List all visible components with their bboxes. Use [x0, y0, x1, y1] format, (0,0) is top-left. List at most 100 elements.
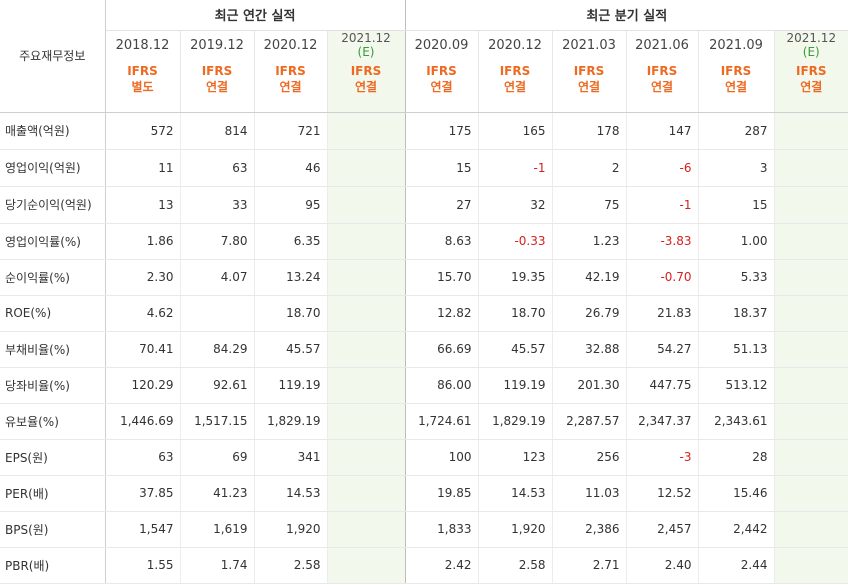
column-date: 2018.12 [104, 30, 180, 60]
basis-scope: 연결 [800, 80, 823, 94]
table-cell: -1 [477, 149, 552, 187]
basis-scope: 연결 [354, 80, 378, 94]
corner-label: 주요재무정보 [0, 0, 106, 113]
table-cell [326, 112, 405, 150]
table-cell: 175 [404, 112, 478, 150]
table-cell: 45.57 [253, 330, 327, 368]
table-cell: 69 [179, 438, 254, 476]
quarter-group-title: 최근 분기 실적 [404, 0, 848, 31]
table-cell: 165 [477, 112, 552, 150]
table-cell: 54.27 [625, 330, 698, 368]
table-cell: 75 [551, 186, 626, 224]
table-cell: 572 [104, 112, 180, 150]
table-cell: 42.19 [551, 259, 626, 296]
basis-standard: IFRS [720, 64, 752, 78]
column-date-text: 2021.06 [635, 37, 689, 53]
row-label: 부채비율(%) [0, 330, 106, 368]
table-row: ROE(%) 4.62 18.70 12.82 18.70 26.79 21.83 18.37 [0, 295, 848, 332]
table-cell: 86.00 [404, 367, 478, 404]
table-cell: 120.29 [104, 367, 180, 404]
table-cell: -0.70 [625, 259, 698, 296]
basis-standard: IFRS [499, 64, 531, 78]
table-cell [773, 547, 848, 584]
table-cell: 19.35 [477, 259, 552, 296]
column-date: 2021.06 [625, 30, 698, 60]
table-cell: 1,829.19 [253, 403, 327, 440]
table-cell: 201.30 [551, 367, 626, 404]
table-cell: 1,446.69 [104, 403, 180, 440]
table-cell: 341 [253, 438, 327, 476]
table-cell: 2.58 [477, 547, 552, 584]
table-cell: 19.85 [404, 475, 478, 512]
basis-scope: 연결 [577, 80, 601, 94]
table-row: 매출액(억원) 572 814 721 175 165 178 147 287 [0, 112, 848, 150]
column-date-text: 2021.12 [786, 31, 837, 46]
table-cell: 12.82 [404, 295, 478, 332]
column-date: 2019.12 [179, 30, 254, 60]
table-cell: 2,457 [625, 511, 698, 548]
table-cell: 119.19 [253, 367, 327, 404]
table-cell: 1,517.15 [179, 403, 254, 440]
table-cell [773, 149, 848, 187]
table-cell: 37.85 [104, 475, 180, 512]
column-date: 2021.12 (E) [773, 30, 848, 60]
table-cell: 18.70 [477, 295, 552, 332]
table-cell: 70.41 [104, 330, 180, 368]
table-cell: 2.58 [253, 547, 327, 584]
date-header-row: 2018.12 2019.12 2020.12 2021.12 (E) 2020.09 20… [0, 30, 848, 60]
annual-group-title: 최근 연간 실적 [105, 0, 405, 31]
table-cell [773, 475, 848, 512]
basis-scope: 연결 [205, 80, 229, 94]
column-basis: IFRS 연결 [773, 60, 848, 113]
table-cell [326, 475, 405, 512]
basis-header-row: IFRS 별도 IFRS 연결 IFRS 연결 IFRS 연결 IFRS 연결 IFRS 연결 IFRS… [0, 60, 848, 113]
table-cell [326, 222, 405, 260]
table-cell [326, 186, 405, 224]
column-basis: IFRS 연결 [625, 60, 698, 113]
row-label: BPS(원) [0, 511, 106, 548]
table-cell: 1,829.19 [477, 403, 552, 440]
column-date: 2020.12 [477, 30, 552, 60]
table-cell: 21.83 [625, 295, 698, 332]
row-label: 영업이익(억원) [0, 149, 106, 187]
table-cell: 32 [477, 186, 552, 224]
row-label: 매출액(억원) [0, 112, 106, 150]
row-label: 당좌비율(%) [0, 367, 106, 404]
table-cell: 28 [697, 438, 774, 476]
column-date: 2020.09 [404, 30, 478, 60]
table-cell: 15 [404, 149, 478, 187]
table-cell: 5.33 [697, 259, 774, 296]
table-cell: 63 [104, 438, 180, 476]
table-cell: 1,724.61 [404, 403, 478, 440]
table-cell [326, 438, 405, 476]
table-cell: 256 [551, 438, 626, 476]
row-label: 순이익률(%) [0, 259, 106, 296]
basis-standard: IFRS [127, 64, 158, 78]
table-cell: 1.55 [104, 547, 180, 584]
table-body: 매출액(억원) 572 814 721 175 165 178 147 287 영업이익(억원) 1… [0, 112, 848, 584]
table-cell: 178 [551, 112, 626, 150]
column-date: 2021.12 (E) [326, 30, 405, 60]
row-label: 당기순이익(억원) [0, 186, 106, 224]
basis-scope: 연결 [279, 80, 302, 94]
table-cell [773, 259, 848, 296]
column-basis: IFRS 연결 [477, 60, 552, 113]
column-date: 2020.12 [253, 30, 327, 60]
table-cell: 41.23 [179, 475, 254, 512]
column-date-text: 2021.09 [709, 37, 763, 53]
table-cell: 721 [253, 112, 327, 150]
table-row: BPS(원) 1,547 1,619 1,920 1,833 1,920 2,386 2,45… [0, 511, 848, 548]
row-label: PBR(배) [0, 547, 106, 584]
table-cell: 27 [404, 186, 478, 224]
table-cell: 1.86 [104, 222, 180, 260]
table-cell: 1,920 [477, 511, 552, 548]
table-cell: 46 [253, 149, 327, 187]
table-cell: 11.03 [551, 475, 626, 512]
table-row: 당기순이익(억원) 13 33 95 27 32 75 -1 15 [0, 186, 848, 224]
table-cell: 119.19 [477, 367, 552, 404]
table-cell [773, 222, 848, 260]
column-basis: IFRS 별도 [104, 60, 180, 113]
column-basis: IFRS 연결 [404, 60, 478, 113]
table-cell [179, 295, 254, 332]
